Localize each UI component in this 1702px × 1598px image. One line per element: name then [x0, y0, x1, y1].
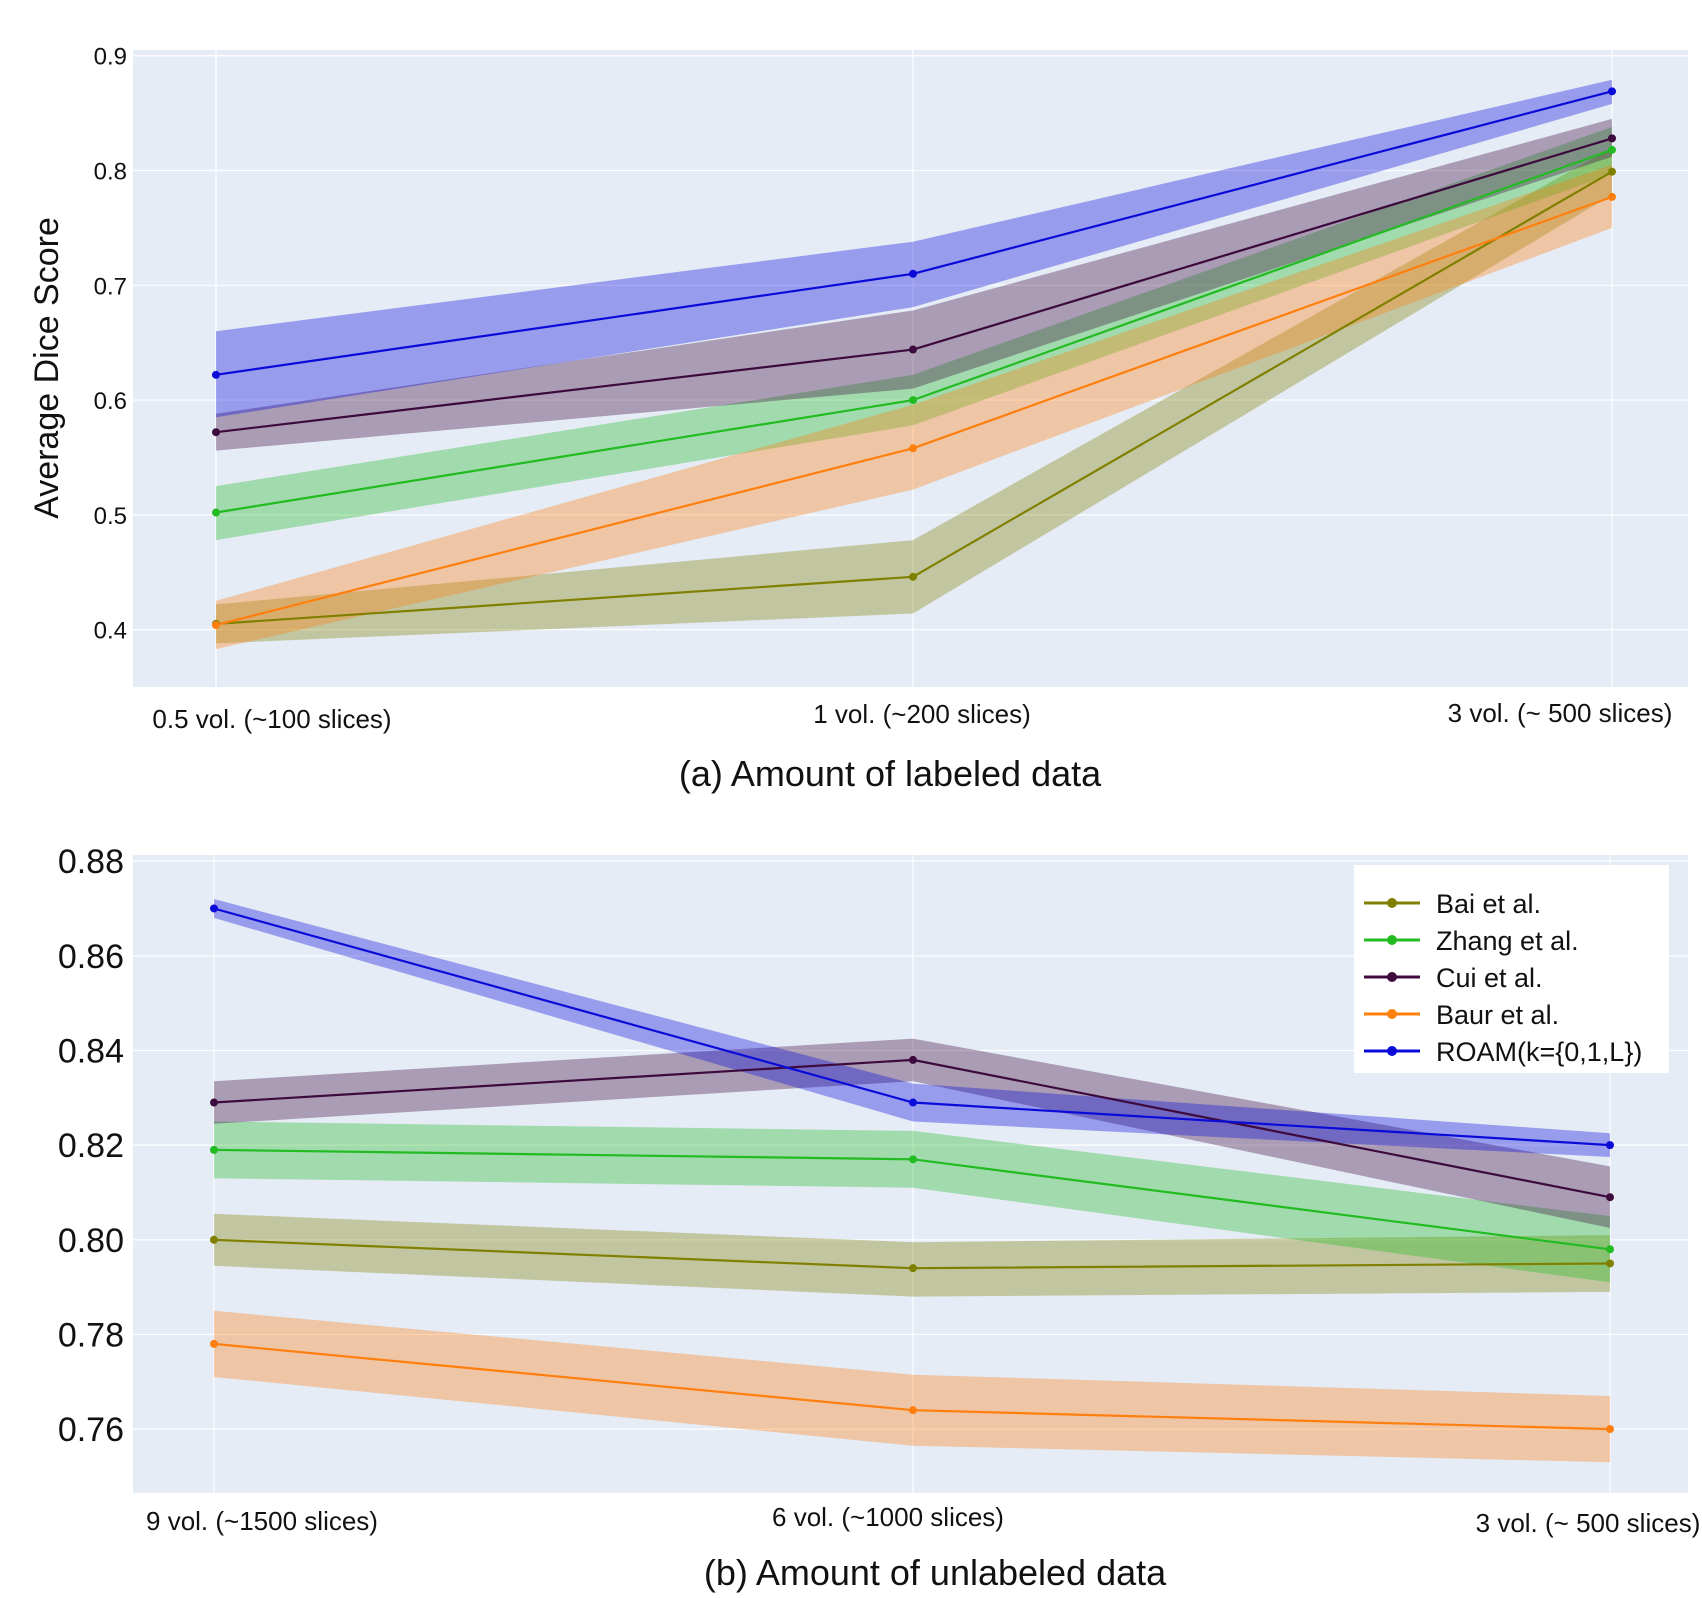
y-tick-label-b-3: 0.82	[58, 1127, 124, 1165]
legend-marker-cui-et-al	[1387, 972, 1397, 982]
point-b-roam-k-0-1-l-0	[210, 904, 218, 913]
point-b-bai-et-al-1	[909, 1264, 917, 1273]
point-b-bai-et-al-0	[210, 1235, 218, 1244]
point-a-roam-k-0-1-l-2	[1608, 87, 1616, 96]
point-b-roam-k-0-1-l-2	[1606, 1141, 1614, 1150]
legend-marker-bai-et-al	[1387, 898, 1397, 908]
yticks-b: 0.76 0.78 0.80 0.82 0.84 0.86 0.88	[58, 843, 124, 1449]
points-b	[210, 904, 1614, 1434]
band-a-bai-et-al	[216, 147, 1612, 644]
y-axis-label-a: Average Dice Score	[28, 217, 66, 519]
legend-label-zhang-et-al: Zhang et al.	[1436, 926, 1579, 956]
point-b-baur-et-al-1	[909, 1406, 917, 1415]
band-a-cui-et-al	[216, 118, 1612, 451]
point-a-zhang-et-al-2	[1608, 145, 1616, 154]
band-b-zhang-et-al	[214, 1121, 1610, 1283]
band-b-cui-et-al	[214, 1038, 1610, 1228]
point-a-bai-et-al-2	[1608, 167, 1616, 176]
point-a-cui-et-al-1	[909, 345, 917, 354]
legend-entries: Bai et al. Zhang et al. Cui et al. Baur et …	[1364, 889, 1642, 1067]
band-b-baur-et-al	[214, 1310, 1610, 1463]
y-tick-label-b-4: 0.84	[58, 1032, 124, 1070]
xticks-a: 0.5 vol. (~100 slices) 1 vol. (~200 slice…	[152, 698, 1672, 734]
y-tick-label-a-0: 0.4	[94, 618, 127, 645]
point-a-zhang-et-al-0	[212, 508, 220, 517]
point-b-cui-et-al-1	[909, 1055, 917, 1064]
chart-b: 0.76 0.78 0.80 0.82 0.84 0.86 0.88 9 vol. (~15…	[58, 843, 1701, 1593]
point-a-baur-et-al-0	[212, 621, 220, 630]
band-b-bai-et-al	[214, 1213, 1610, 1297]
y-tick-label-b-1: 0.78	[58, 1316, 124, 1354]
point-b-zhang-et-al-1	[909, 1155, 917, 1164]
legend-marker-zhang-et-al	[1387, 935, 1397, 945]
legend-marker-baur-et-al	[1387, 1009, 1397, 1019]
x-tick-label-a-0: 0.5 vol. (~100 slices)	[152, 704, 391, 734]
x-tick-label-b-0: 9 vol. (~1500 slices)	[146, 1506, 378, 1536]
y-tick-label-a-2: 0.6	[94, 388, 127, 415]
legend-label-bai-et-al: Bai et al.	[1436, 889, 1541, 919]
caption-a: (a) Amount of labeled data	[679, 753, 1102, 794]
point-b-cui-et-al-2	[1606, 1193, 1614, 1202]
points-a	[212, 87, 1616, 630]
y-tick-label-b-5: 0.86	[58, 938, 124, 976]
point-b-zhang-et-al-2	[1606, 1245, 1614, 1254]
legend-label-roam-k-0-1-l: ROAM(k={0,1,L})	[1436, 1037, 1642, 1067]
y-tick-label-a-5: 0.9	[94, 44, 127, 71]
y-tick-label-a-4: 0.8	[94, 159, 127, 186]
xticks-b: 9 vol. (~1500 slices) 6 vol. (~1000 slice…	[146, 1502, 1700, 1538]
band-a-baur-et-al	[216, 164, 1612, 650]
point-b-baur-et-al-2	[1606, 1425, 1614, 1434]
x-tick-label-a-2: 3 vol. (~ 500 slices)	[1448, 698, 1673, 728]
point-a-baur-et-al-2	[1608, 192, 1616, 201]
legend: Bai et al. Zhang et al. Cui et al. Baur et …	[1354, 865, 1669, 1073]
point-a-roam-k-0-1-l-1	[909, 269, 917, 278]
legend-label-cui-et-al: Cui et al.	[1436, 963, 1543, 993]
band-a-roam-k-0-1-l	[216, 79, 1612, 418]
yticks-a: 0.4 0.5 0.6 0.7 0.8 0.9	[94, 44, 127, 645]
point-a-roam-k-0-1-l-0	[212, 370, 220, 379]
point-b-bai-et-al-2	[1606, 1259, 1614, 1268]
bands-b	[214, 899, 1610, 1463]
legend-marker-roam-k-0-1-l	[1387, 1046, 1397, 1056]
point-b-roam-k-0-1-l-1	[909, 1098, 917, 1107]
legend-box	[1354, 865, 1669, 1073]
point-b-cui-et-al-0	[210, 1098, 218, 1107]
x-tick-label-a-1: 1 vol. (~200 slices)	[813, 699, 1030, 729]
legend-label-baur-et-al: Baur et al.	[1436, 1000, 1559, 1030]
y-tick-label-a-1: 0.5	[94, 503, 127, 530]
y-tick-label-b-2: 0.80	[58, 1222, 124, 1260]
chart-a: 0.4 0.5 0.6 0.7 0.8 0.9 0.5 vol. (~100 slices…	[28, 44, 1688, 794]
y-tick-label-b-6: 0.88	[58, 843, 124, 881]
y-tick-label-a-3: 0.7	[94, 273, 127, 300]
point-a-baur-et-al-1	[909, 444, 917, 453]
point-a-zhang-et-al-1	[909, 396, 917, 405]
x-tick-label-b-1: 6 vol. (~1000 slices)	[772, 1502, 1004, 1532]
point-b-zhang-et-al-0	[210, 1145, 218, 1154]
caption-b: (b) Amount of unlabeled data	[704, 1552, 1167, 1593]
bands-a	[216, 79, 1612, 650]
x-tick-label-b-2: 3 vol. (~ 500 slices)	[1476, 1508, 1701, 1538]
y-tick-label-b-0: 0.76	[58, 1411, 124, 1449]
point-a-cui-et-al-2	[1608, 134, 1616, 143]
point-a-bai-et-al-1	[909, 572, 917, 581]
point-b-baur-et-al-0	[210, 1339, 218, 1348]
band-a-zhang-et-al	[216, 126, 1612, 541]
point-a-cui-et-al-0	[212, 428, 220, 437]
